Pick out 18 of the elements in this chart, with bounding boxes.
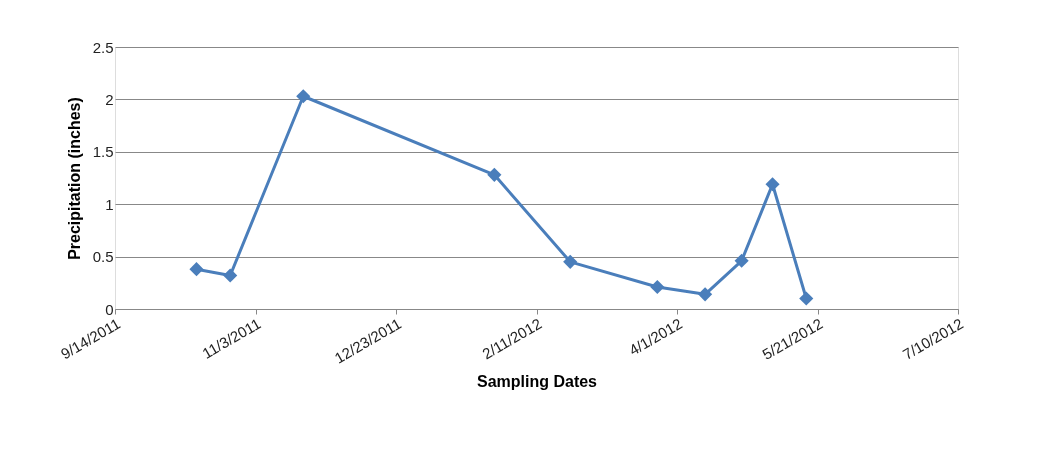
point bbox=[189, 262, 204, 277]
point bbox=[799, 291, 814, 306]
y-tick-label: 2 bbox=[105, 90, 114, 108]
point bbox=[765, 177, 780, 192]
y-tick-label: 2.5 bbox=[92, 38, 114, 56]
point bbox=[296, 89, 311, 104]
point bbox=[650, 279, 665, 295]
y-tick-label: 1 bbox=[105, 195, 114, 213]
y-tick-label: 1.5 bbox=[92, 143, 114, 161]
y-axis-title: Precipitation (inches) bbox=[65, 97, 83, 260]
point bbox=[734, 253, 749, 268]
y-tick-label: 0 bbox=[105, 300, 114, 318]
point bbox=[563, 254, 578, 269]
y-tick-label: 0.5 bbox=[92, 248, 114, 266]
point bbox=[223, 268, 238, 283]
point bbox=[698, 287, 713, 302]
x-axis-title: Sampling Dates bbox=[476, 373, 598, 391]
point bbox=[487, 167, 502, 182]
